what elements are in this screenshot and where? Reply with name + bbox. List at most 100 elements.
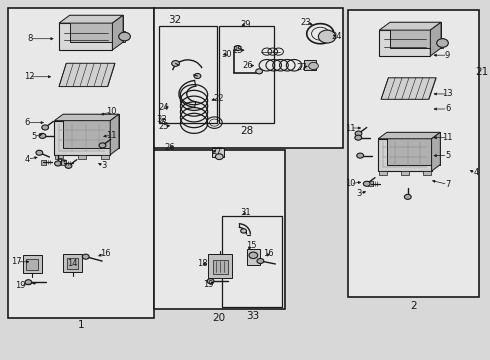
Circle shape bbox=[364, 181, 370, 186]
Text: 14: 14 bbox=[67, 259, 78, 268]
Bar bbox=[348, 10, 479, 297]
Bar bbox=[63, 254, 82, 272]
Bar bbox=[112, 31, 124, 42]
Text: 23: 23 bbox=[300, 18, 311, 27]
Text: 16: 16 bbox=[100, 249, 110, 258]
Polygon shape bbox=[59, 63, 115, 87]
Text: 15: 15 bbox=[245, 241, 256, 250]
Circle shape bbox=[36, 150, 43, 155]
Text: 12: 12 bbox=[24, 72, 34, 81]
Text: 5: 5 bbox=[31, 132, 36, 141]
Circle shape bbox=[318, 30, 336, 43]
Text: 20: 20 bbox=[213, 313, 226, 323]
Polygon shape bbox=[63, 114, 119, 148]
Circle shape bbox=[54, 161, 61, 166]
Text: 24: 24 bbox=[158, 103, 169, 112]
Bar bbox=[222, 216, 282, 307]
Circle shape bbox=[309, 62, 318, 69]
Text: 3: 3 bbox=[357, 189, 362, 198]
Bar bbox=[59, 23, 112, 50]
Bar bbox=[101, 155, 109, 159]
Circle shape bbox=[82, 254, 89, 259]
Bar bbox=[304, 60, 317, 69]
Circle shape bbox=[119, 32, 130, 41]
Bar bbox=[41, 159, 46, 165]
Text: 25: 25 bbox=[233, 46, 243, 55]
Text: 28: 28 bbox=[240, 126, 253, 135]
Text: 11: 11 bbox=[106, 131, 117, 140]
Circle shape bbox=[39, 134, 46, 138]
Text: 19: 19 bbox=[203, 280, 214, 289]
Polygon shape bbox=[379, 22, 441, 30]
Text: 21: 21 bbox=[475, 67, 488, 77]
Bar bbox=[430, 38, 442, 48]
Bar bbox=[213, 260, 227, 274]
Circle shape bbox=[207, 279, 214, 284]
Text: 26: 26 bbox=[165, 143, 175, 152]
Circle shape bbox=[404, 194, 411, 199]
Text: 27: 27 bbox=[296, 63, 307, 72]
Bar bbox=[378, 139, 432, 171]
Bar bbox=[208, 254, 232, 278]
Text: 13: 13 bbox=[442, 89, 453, 98]
Polygon shape bbox=[432, 132, 441, 171]
Circle shape bbox=[216, 154, 223, 159]
Bar bbox=[54, 121, 110, 155]
Text: 6: 6 bbox=[445, 104, 450, 113]
Text: 3: 3 bbox=[101, 161, 106, 170]
Text: 29: 29 bbox=[241, 19, 251, 28]
Text: 6: 6 bbox=[24, 118, 30, 127]
Polygon shape bbox=[59, 15, 123, 23]
Bar bbox=[246, 249, 260, 265]
Text: 33: 33 bbox=[245, 311, 259, 321]
Text: 5: 5 bbox=[445, 151, 450, 160]
Text: 11: 11 bbox=[345, 123, 356, 132]
Bar bbox=[423, 171, 431, 175]
Text: 17: 17 bbox=[11, 257, 22, 266]
Text: 10: 10 bbox=[345, 179, 356, 188]
Polygon shape bbox=[70, 15, 123, 42]
Bar bbox=[159, 26, 217, 123]
Text: 7: 7 bbox=[57, 158, 63, 167]
Polygon shape bbox=[381, 78, 436, 99]
Bar bbox=[368, 181, 373, 186]
Circle shape bbox=[241, 229, 246, 233]
Polygon shape bbox=[387, 132, 441, 165]
Circle shape bbox=[65, 163, 72, 168]
Text: 19: 19 bbox=[15, 281, 25, 290]
Circle shape bbox=[25, 280, 32, 285]
Text: 8: 8 bbox=[27, 34, 32, 43]
Circle shape bbox=[194, 73, 201, 78]
Text: 31: 31 bbox=[241, 208, 251, 217]
Bar bbox=[55, 155, 63, 159]
Text: 26: 26 bbox=[242, 62, 253, 71]
Circle shape bbox=[355, 131, 362, 136]
Bar bbox=[154, 149, 285, 309]
Text: 18: 18 bbox=[197, 259, 208, 268]
Text: 2: 2 bbox=[410, 301, 417, 311]
Text: 10: 10 bbox=[106, 107, 117, 116]
Polygon shape bbox=[378, 132, 441, 139]
Text: 4: 4 bbox=[25, 155, 30, 164]
Polygon shape bbox=[110, 114, 119, 155]
Polygon shape bbox=[112, 15, 123, 50]
Circle shape bbox=[355, 135, 362, 140]
Bar bbox=[8, 8, 154, 318]
Circle shape bbox=[357, 153, 364, 158]
Polygon shape bbox=[390, 22, 441, 48]
Bar bbox=[61, 160, 66, 165]
Circle shape bbox=[256, 69, 263, 74]
Circle shape bbox=[249, 252, 258, 258]
Text: 27: 27 bbox=[212, 147, 222, 156]
Bar bbox=[26, 259, 38, 270]
Circle shape bbox=[42, 125, 49, 130]
Circle shape bbox=[99, 143, 106, 148]
Text: 25: 25 bbox=[158, 122, 169, 131]
Polygon shape bbox=[54, 114, 119, 121]
Text: 30: 30 bbox=[221, 50, 232, 59]
Text: 33: 33 bbox=[157, 115, 168, 124]
Text: 22: 22 bbox=[213, 94, 223, 103]
Text: 7: 7 bbox=[445, 180, 450, 189]
Text: 16: 16 bbox=[264, 249, 274, 258]
Bar bbox=[379, 30, 430, 56]
